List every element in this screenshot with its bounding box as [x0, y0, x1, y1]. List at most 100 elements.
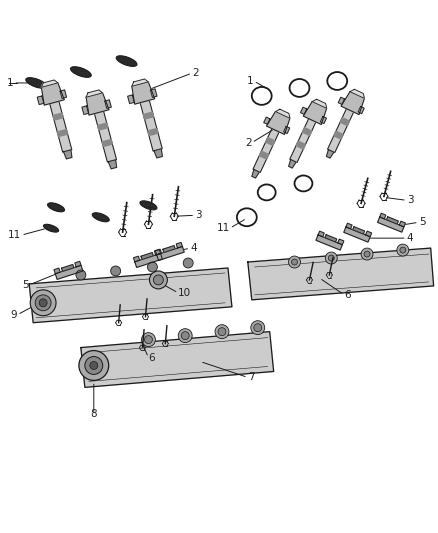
Polygon shape: [378, 217, 404, 232]
Polygon shape: [81, 332, 274, 387]
Polygon shape: [283, 126, 290, 133]
Text: 3: 3: [195, 210, 202, 220]
Polygon shape: [320, 116, 326, 124]
Text: 1: 1: [7, 78, 13, 88]
Text: 11: 11: [8, 230, 21, 240]
Polygon shape: [341, 92, 364, 115]
Text: 2: 2: [192, 68, 199, 78]
Polygon shape: [95, 111, 117, 162]
Polygon shape: [399, 221, 406, 227]
Polygon shape: [57, 130, 67, 136]
Polygon shape: [148, 128, 158, 135]
Text: 4: 4: [190, 243, 197, 253]
Polygon shape: [302, 127, 312, 135]
Polygon shape: [300, 107, 307, 114]
Ellipse shape: [140, 201, 157, 210]
Polygon shape: [163, 246, 175, 253]
Circle shape: [183, 258, 193, 268]
Polygon shape: [60, 90, 67, 99]
Circle shape: [325, 252, 337, 264]
Polygon shape: [264, 117, 270, 124]
Polygon shape: [325, 235, 337, 242]
Circle shape: [111, 266, 120, 276]
Polygon shape: [338, 239, 344, 245]
Polygon shape: [86, 93, 109, 115]
Ellipse shape: [26, 78, 46, 88]
Polygon shape: [176, 243, 182, 248]
Polygon shape: [334, 131, 343, 139]
Text: 1: 1: [247, 76, 254, 86]
Polygon shape: [141, 253, 153, 260]
Polygon shape: [326, 150, 334, 158]
Circle shape: [153, 275, 163, 285]
Polygon shape: [154, 149, 162, 158]
Circle shape: [90, 361, 98, 369]
Polygon shape: [358, 107, 364, 114]
Polygon shape: [82, 106, 88, 115]
Polygon shape: [37, 96, 44, 104]
Polygon shape: [64, 150, 72, 159]
Polygon shape: [266, 111, 290, 134]
Text: 8: 8: [91, 409, 97, 419]
Polygon shape: [53, 113, 63, 120]
Polygon shape: [328, 109, 353, 152]
Ellipse shape: [71, 67, 91, 77]
Polygon shape: [54, 268, 60, 274]
Polygon shape: [127, 95, 134, 103]
Polygon shape: [386, 217, 398, 224]
Polygon shape: [296, 141, 305, 149]
Polygon shape: [108, 160, 117, 169]
Polygon shape: [134, 256, 140, 262]
Polygon shape: [132, 79, 148, 86]
Ellipse shape: [116, 56, 137, 67]
Polygon shape: [98, 123, 108, 130]
Circle shape: [35, 295, 51, 311]
Polygon shape: [143, 112, 154, 119]
Polygon shape: [253, 128, 279, 173]
Circle shape: [141, 333, 155, 346]
Circle shape: [178, 329, 192, 343]
Polygon shape: [132, 82, 155, 104]
Circle shape: [254, 324, 262, 332]
Polygon shape: [366, 231, 372, 237]
Circle shape: [85, 357, 103, 375]
Polygon shape: [155, 249, 162, 255]
Polygon shape: [157, 246, 184, 261]
Polygon shape: [312, 99, 327, 108]
Polygon shape: [75, 261, 81, 267]
Polygon shape: [151, 89, 157, 98]
Polygon shape: [290, 119, 316, 163]
Polygon shape: [259, 151, 268, 159]
Polygon shape: [86, 90, 102, 97]
Text: 3: 3: [407, 196, 413, 205]
Text: 9: 9: [11, 310, 17, 320]
Circle shape: [292, 259, 297, 265]
Polygon shape: [61, 264, 74, 271]
Polygon shape: [55, 265, 83, 279]
Polygon shape: [248, 248, 434, 300]
Text: 4: 4: [407, 233, 413, 243]
Polygon shape: [29, 268, 232, 322]
Ellipse shape: [92, 213, 109, 222]
Polygon shape: [303, 102, 327, 125]
Circle shape: [145, 336, 152, 344]
Polygon shape: [346, 223, 352, 229]
Polygon shape: [350, 90, 364, 99]
Circle shape: [149, 271, 167, 289]
Polygon shape: [289, 159, 296, 168]
Text: 11: 11: [217, 223, 230, 233]
Circle shape: [30, 290, 56, 316]
Circle shape: [289, 256, 300, 268]
Polygon shape: [316, 235, 343, 250]
Polygon shape: [353, 227, 364, 234]
Polygon shape: [50, 101, 72, 152]
Circle shape: [328, 255, 334, 261]
Text: 6: 6: [148, 352, 155, 362]
Text: 6: 6: [344, 290, 351, 300]
Ellipse shape: [43, 224, 59, 232]
Text: 2: 2: [245, 138, 252, 148]
Polygon shape: [252, 169, 259, 178]
Polygon shape: [276, 109, 290, 118]
Polygon shape: [338, 97, 344, 104]
Text: 7: 7: [248, 373, 254, 382]
